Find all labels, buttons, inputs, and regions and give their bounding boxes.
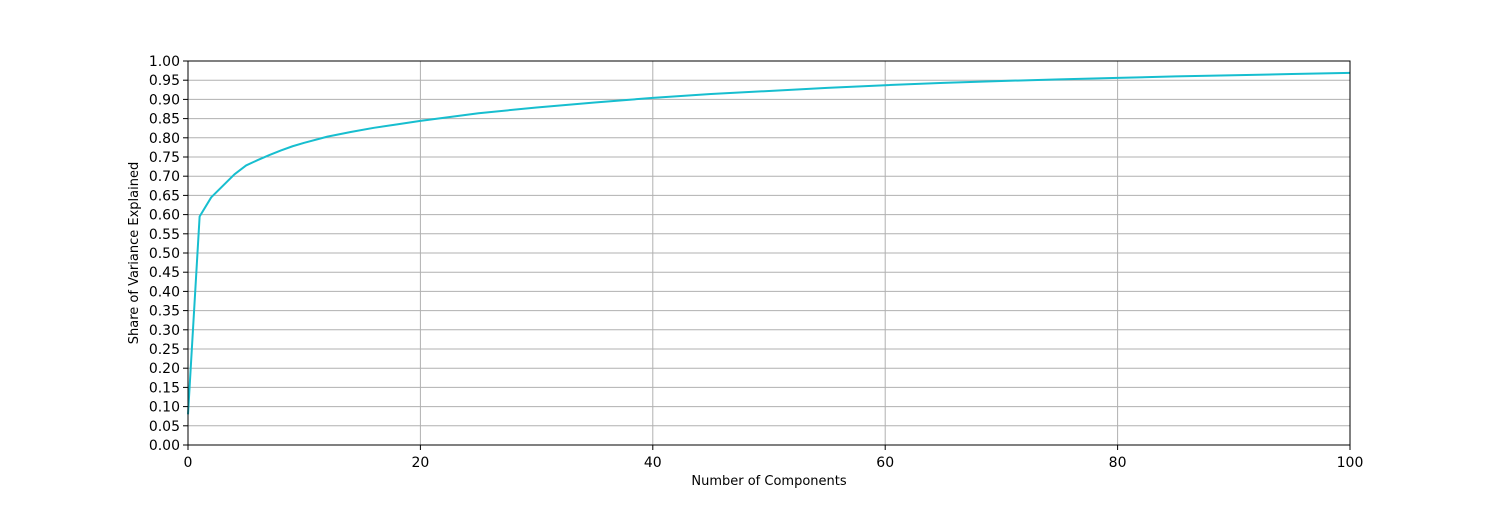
x-tick-label: 100 [1337,455,1364,471]
y-tick-label: 0.85 [149,112,180,128]
y-tick-label: 0.45 [149,265,180,281]
y-tick-label: 0.75 [149,150,180,166]
x-tick-label: 60 [876,455,894,471]
y-axis-label: Share of Variance Explained [127,162,142,344]
x-tick-label: 40 [644,455,662,471]
x-axis-label: Number of Components [691,474,846,489]
x-tick-label: 80 [1109,455,1127,471]
y-tick-label: 0.70 [149,169,180,185]
axis-ticks: 0 20 40 60 80 100 0.00 0.05 0.10 0.15 0.20 0.25 0.30… [149,54,1364,471]
y-tick-label: 0.20 [149,361,180,377]
y-tick-label: 1.00 [149,54,180,70]
y-tick-label: 0.00 [149,438,180,454]
y-tick-label: 0.90 [149,92,180,108]
y-tick-label: 0.15 [149,380,180,396]
y-tick-label: 0.10 [149,400,180,416]
y-tick-label: 0.05 [149,419,180,435]
y-tick-label: 0.80 [149,131,180,147]
grid [187,60,1351,446]
y-tick-label: 0.65 [149,188,180,204]
y-tick-label: 0.35 [149,304,180,320]
y-tick-label: 0.25 [149,342,180,358]
x-tick-label: 0 [184,455,193,471]
y-tick-label: 0.40 [149,284,180,300]
y-tick-label: 0.95 [149,73,180,89]
y-tick-label: 0.60 [149,208,180,224]
x-tick-label: 20 [411,455,429,471]
y-tick-label: 0.50 [149,246,180,262]
series-layer [187,71,1351,415]
y-tick-label: 0.30 [149,323,180,339]
series-line [187,71,1351,415]
y-tick-label: 0.55 [149,227,180,243]
